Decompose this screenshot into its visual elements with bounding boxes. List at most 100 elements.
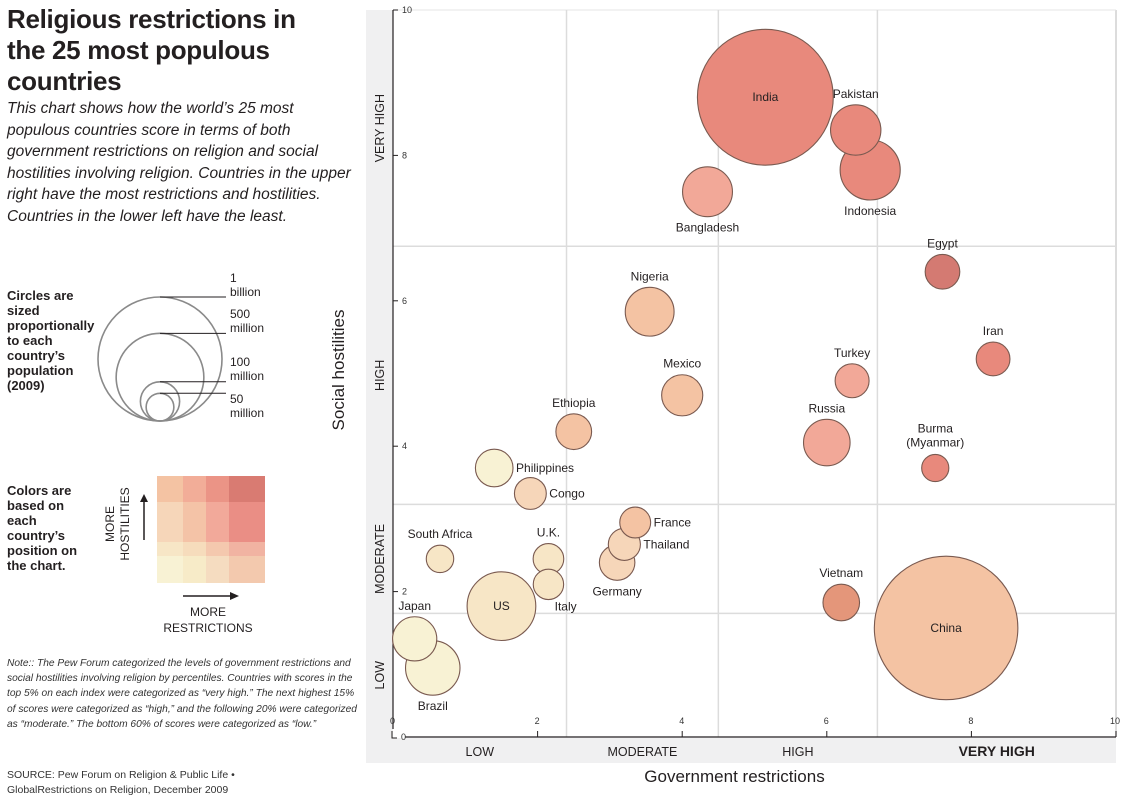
bubble-italy [532, 568, 565, 601]
y-category-label: LOW [373, 661, 387, 690]
label-mexico: Mexico [663, 357, 701, 371]
color-legend-x-label-line1: MORE [190, 605, 226, 619]
restrictions-arrowhead-icon [230, 592, 239, 600]
bubble-iran [975, 341, 1011, 377]
size-legend-value: 500 [230, 307, 250, 321]
size-legend-circle [115, 332, 205, 422]
bubble-burma-myanmar [921, 453, 950, 483]
bubble-thailand [607, 527, 641, 561]
x-category-label: HIGH [782, 745, 813, 759]
label-japan: Japan [398, 599, 431, 613]
color-legend-y-label-line1: MORE [103, 506, 117, 542]
label-congo: Congo [549, 486, 585, 500]
size-legend-value: 50 [230, 392, 244, 406]
size-legend-unit: million [230, 369, 264, 383]
bubble-japan [392, 616, 438, 662]
x-category-band [366, 738, 1116, 763]
chart-intro: This chart shows how the world’s 25 most… [7, 100, 351, 225]
label-egypt: Egypt [927, 236, 958, 250]
color-legend-cell [183, 476, 206, 502]
x-category-label: MODERATE [607, 745, 677, 759]
y-tick-label: 6 [402, 296, 407, 306]
source-line-1: SOURCE: Pew Forum on Religion & Public L… [7, 769, 235, 781]
bubble-mexico [661, 374, 704, 417]
x-category-label: LOW [466, 745, 495, 759]
bubble-u-k [532, 543, 565, 575]
color-legend-cell [229, 556, 265, 583]
x-tick-label: 2 [535, 716, 540, 726]
bubble-congo [513, 476, 547, 510]
bubble-brazil [404, 640, 461, 696]
label-philippines: Philippines [516, 461, 574, 475]
bubble-bangladesh [682, 166, 734, 218]
bubble-china [873, 555, 1019, 701]
label-south-africa: South Africa [408, 527, 473, 541]
color-legend-cell [183, 502, 206, 542]
y-category-band [366, 10, 393, 762]
label-nigeria: Nigeria [631, 269, 669, 283]
bubble-ethiopia [555, 413, 593, 451]
color-legend-cell [183, 556, 206, 583]
x-category-label: VERY HIGH [959, 743, 1035, 759]
x-tick-label: 0 [390, 716, 395, 726]
color-legend-cell [157, 542, 183, 556]
bubble-philippines [474, 448, 514, 488]
bubble-egypt [924, 253, 961, 290]
size-legend-unit: million [230, 406, 264, 420]
label-vietnam: Vietnam [819, 566, 863, 580]
label-china: China [930, 621, 962, 635]
y-tick-label: 4 [402, 441, 407, 451]
label-ethiopia: Ethiopia [552, 396, 596, 410]
label-italy: Italy [555, 600, 577, 614]
label-burma-myanmar-line1: Burma [918, 421, 954, 435]
y-tick-label: 2 [402, 587, 407, 597]
chart-title: Religious restrictions in the 25 most po… [7, 4, 296, 96]
color-legend-cell [206, 502, 229, 542]
label-brazil: Brazil [418, 699, 448, 713]
label-us: US [493, 599, 510, 613]
y-category-label: MODERATE [373, 524, 387, 594]
x-tick-label: 6 [824, 716, 829, 726]
bubble-us [466, 571, 537, 642]
y-tick-label: 0 [401, 732, 406, 742]
chart-note: Note:: The Pew Forum categorized the lev… [7, 658, 357, 730]
size-legend-unit: million [230, 321, 264, 335]
size-legend-unit: billion [230, 285, 261, 299]
label-france: France [654, 516, 692, 530]
color-legend-cell [183, 542, 206, 556]
label-thailand: Thailand [643, 537, 689, 551]
color-legend-y-label-line2: HOSTILITIES [118, 487, 132, 560]
color-legend-cell [157, 502, 183, 542]
source-line-2: GlobalRestrictions on Religion, December… [7, 783, 229, 796]
y-tick-label: 8 [402, 150, 407, 160]
color-legend-cell [229, 542, 265, 556]
bubble-india [696, 28, 834, 166]
label-germany: Germany [592, 584, 641, 598]
y-axis-title: Social hostilities [329, 310, 348, 431]
bubble-vietnam [822, 583, 861, 622]
bubble-russia [802, 418, 851, 467]
bubble-south-africa [425, 544, 455, 574]
label-pakistan: Pakistan [833, 87, 879, 101]
x-tick-label: 10 [1110, 716, 1120, 726]
x-tick-label: 4 [679, 716, 684, 726]
label-u-k: U.K. [537, 526, 560, 540]
hostilities-arrowhead-icon [140, 494, 148, 502]
label-indonesia: Indonesia [844, 204, 896, 218]
color-legend-x-label-line2: RESTRICTIONS [163, 621, 252, 635]
y-category-label: VERY HIGH [373, 94, 387, 162]
bubble-pakistan [829, 104, 882, 156]
label-bangladesh: Bangladesh [676, 221, 739, 235]
color-legend-cell [206, 556, 229, 583]
bubble-nigeria [624, 286, 675, 337]
color-legend-cell [157, 476, 183, 502]
y-tick-label: 10 [402, 5, 412, 15]
bubble-germany [598, 544, 636, 581]
color-legend-cell [157, 556, 183, 583]
y-category-label: HIGH [373, 360, 387, 391]
color-legend-cell [206, 476, 229, 502]
label-iran: Iran [983, 324, 1004, 338]
label-burma-myanmar-line2: (Myanmar) [906, 435, 964, 449]
